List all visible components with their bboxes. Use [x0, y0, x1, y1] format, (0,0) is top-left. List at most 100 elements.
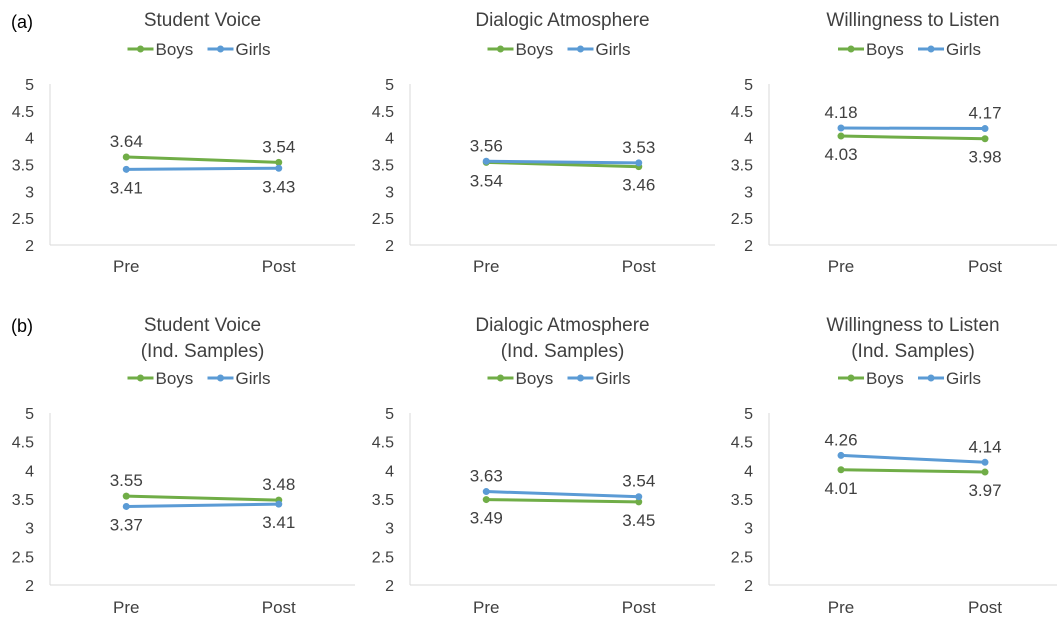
series-line-boys [126, 494, 279, 502]
panel-label-b: (b) [11, 316, 33, 336]
x-tick-label: Post [262, 257, 296, 276]
data-point-girls [122, 502, 130, 510]
legend-marker-girls [577, 374, 584, 382]
legend-label-boys: Boys [156, 369, 194, 388]
x-tick-label: Pre [113, 598, 139, 617]
data-label-girls: 3.63 [470, 467, 503, 486]
x-tick-label: Pre [473, 598, 499, 617]
series-line-boys [840, 134, 986, 141]
x-tick-label: Post [968, 257, 1002, 276]
legend-marker-boys [497, 374, 504, 382]
chart-title: Dialogic Atmosphere [475, 315, 649, 336]
legend-label-girls: Girls [946, 40, 981, 59]
series-line-boys [486, 498, 639, 504]
x-tick-label: Post [262, 598, 296, 617]
y-tick-label: 3 [25, 184, 34, 201]
data-label-girls: 3.37 [110, 515, 143, 534]
data-point-boys [837, 132, 845, 140]
data-label-girls: 3.41 [262, 513, 295, 532]
data-point-girls [275, 164, 283, 172]
y-tick-label: 4 [25, 131, 34, 148]
data-label-boys: 3.55 [110, 471, 143, 490]
y-tick-label: 5 [25, 406, 34, 423]
data-label-girls: 4.17 [968, 104, 1001, 123]
y-tick-label: 4.5 [731, 104, 753, 121]
data-label-boys: 3.46 [622, 176, 655, 195]
data-label-girls: 3.41 [110, 178, 143, 197]
chart-subtitle: (Ind. Samples) [141, 341, 265, 362]
data-point-girls [981, 125, 989, 133]
legend-label-girls: Girls [236, 40, 271, 59]
data-label-girls: 4.26 [824, 430, 857, 449]
y-tick-label: 5 [744, 77, 753, 94]
data-label-boys: 3.45 [622, 511, 655, 530]
legend-marker-boys [497, 45, 504, 53]
chart-title: Student Voice [144, 315, 261, 336]
legend-label-boys: Boys [156, 40, 194, 59]
legend-marker-boys [847, 45, 855, 53]
y-tick-label: 2.5 [372, 549, 394, 566]
data-label-girls: 4.18 [824, 103, 857, 122]
y-tick-label: 4 [385, 131, 394, 148]
y-tick-label: 3 [385, 521, 394, 538]
y-tick-label: 2.5 [731, 549, 753, 566]
legend-label-boys: Boys [866, 40, 904, 59]
legend-marker-girls [217, 45, 224, 53]
data-label-girls: 3.54 [622, 472, 655, 491]
y-tick-label: 2.5 [12, 211, 34, 228]
series-line-girls [126, 502, 279, 508]
data-point-boys [837, 466, 845, 474]
y-tick-label: 4 [25, 463, 34, 480]
y-tick-label: 3.5 [372, 158, 394, 175]
data-point-boys [122, 153, 130, 161]
series-line-girls [486, 159, 639, 165]
series-line-girls [486, 490, 639, 499]
chart-title: Willingness to Listen [826, 315, 999, 336]
legend-marker-girls [927, 374, 935, 382]
y-tick-label: 4.5 [372, 435, 394, 452]
y-tick-label: 3.5 [731, 158, 753, 175]
chart-title: Willingness to Listen [826, 10, 999, 31]
chart-panel-5: Dialogic Atmosphere (Ind. Samples) Boys Gir… [372, 315, 715, 617]
y-tick-label: 3.5 [12, 158, 34, 175]
y-tick-label: 4.5 [372, 104, 394, 121]
legend-label-boys: Boys [516, 369, 554, 388]
y-tick-label: 5 [25, 77, 34, 94]
y-tick-label: 2.5 [372, 211, 394, 228]
x-tick-label: Post [968, 598, 1002, 617]
legend-marker-boys [847, 374, 855, 382]
y-tick-label: 3.5 [12, 492, 34, 509]
y-tick-label: 4 [744, 131, 753, 148]
legend-marker-girls [577, 45, 584, 53]
data-point-girls [635, 493, 643, 501]
series-line-girls [840, 453, 986, 464]
x-tick-label: Pre [473, 257, 499, 276]
data-point-boys [981, 468, 989, 476]
data-point-girls [981, 458, 989, 466]
data-label-boys: 3.54 [262, 137, 295, 156]
y-tick-label: 4 [385, 463, 394, 480]
y-tick-label: 3 [744, 184, 753, 201]
data-point-girls [122, 165, 130, 173]
y-tick-label: 3 [25, 521, 34, 538]
x-tick-label: Pre [828, 257, 854, 276]
legend-label-girls: Girls [596, 369, 631, 388]
chart-title: Student Voice [144, 10, 261, 31]
x-tick-label: Post [622, 257, 656, 276]
data-label-girls: 3.43 [262, 177, 295, 196]
data-label-girls: 3.56 [470, 136, 503, 155]
chart-title: Dialogic Atmosphere [475, 10, 649, 31]
y-tick-label: 2 [385, 238, 394, 255]
data-point-boys [122, 492, 130, 500]
y-tick-label: 3 [744, 521, 753, 538]
chart-panel-3: Willingness to Listen Boys Girls 2 2.5 3 3.5 4 4… [731, 10, 1057, 276]
series-line-girls [126, 166, 279, 171]
y-tick-label: 3.5 [731, 492, 753, 509]
y-tick-label: 5 [744, 406, 753, 423]
data-label-girls: 3.53 [622, 138, 655, 157]
legend-label-boys: Boys [866, 369, 904, 388]
legend-label-boys: Boys [516, 40, 554, 59]
